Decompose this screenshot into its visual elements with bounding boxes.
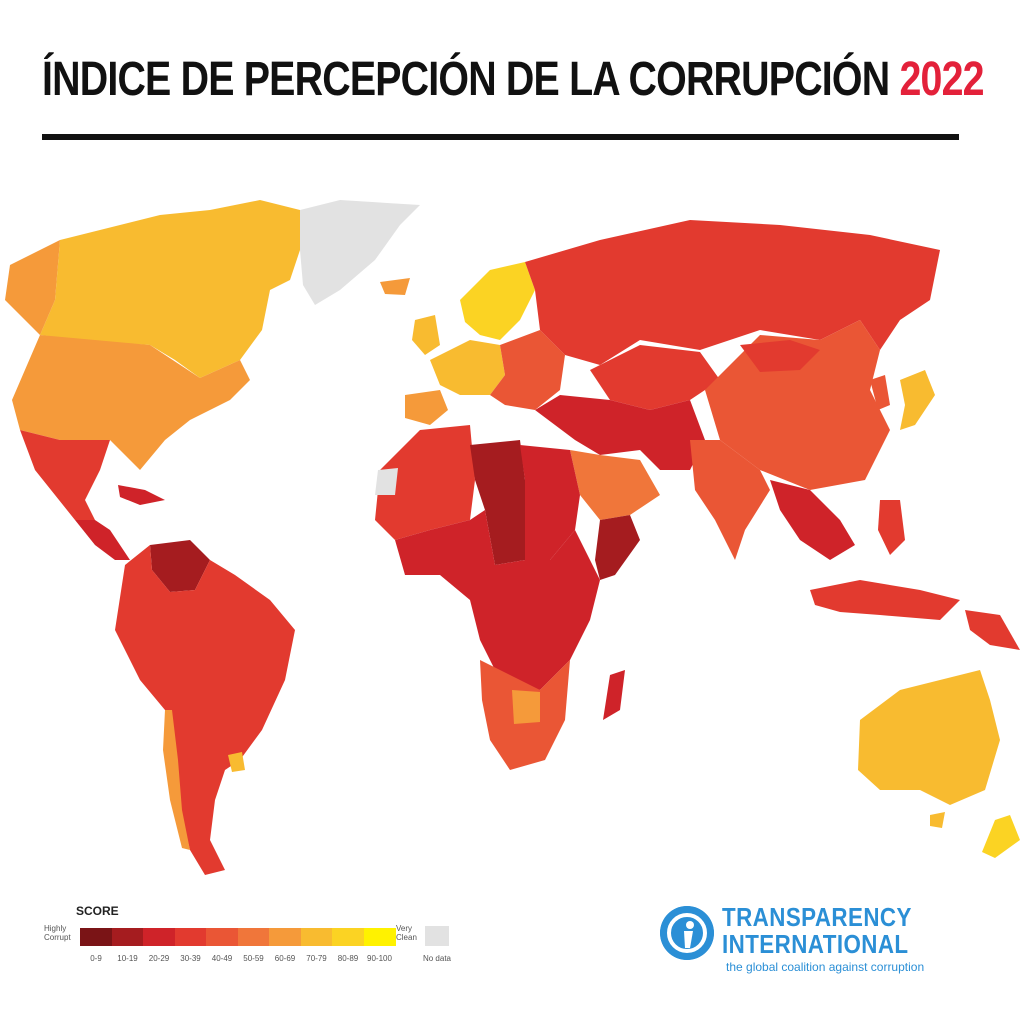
ti-person-icon bbox=[660, 906, 714, 960]
map-region-madagascar bbox=[603, 670, 625, 720]
map-region-scandinavia bbox=[460, 262, 535, 340]
legend-tick-20-29: 20-29 bbox=[148, 954, 170, 963]
transparency-international-logo: TRANSPARENCY INTERNATIONAL the global co… bbox=[660, 902, 970, 982]
map-region-indonesia bbox=[810, 580, 960, 620]
legend-swatch-40-49 bbox=[206, 928, 238, 946]
title-text: ÍNDICE DE PERCEPCIÓN DE LA CORRUPCIÓN bbox=[42, 53, 890, 106]
map-region-alaska bbox=[5, 240, 60, 335]
map-region-caribbean bbox=[118, 485, 165, 505]
map-region-new-zealand bbox=[982, 815, 1020, 858]
map-region-png bbox=[965, 610, 1020, 650]
map-region-western-europe bbox=[430, 340, 505, 395]
map-region-usa bbox=[12, 335, 250, 470]
map-region-tasmania bbox=[930, 812, 945, 828]
legend-swatch-70-79 bbox=[300, 928, 333, 946]
map-region-central-africa bbox=[395, 510, 600, 690]
score-legend: SCORE Highly Corrupt 0-9 10-19 20-29 30-39 4… bbox=[44, 904, 464, 974]
legend-tick-90-100: 90-100 bbox=[367, 954, 392, 963]
logo-tagline: the global coalition against corruption bbox=[726, 960, 925, 974]
map-region-canada bbox=[40, 200, 300, 378]
title-divider bbox=[42, 134, 959, 140]
legend-nodata-swatch bbox=[425, 926, 449, 946]
legend-swatch-20-29 bbox=[143, 928, 175, 946]
map-region-arabia bbox=[570, 450, 660, 520]
legend-swatch-50-59 bbox=[237, 928, 270, 946]
map-region-botswana bbox=[512, 690, 540, 724]
map-region-mexico bbox=[20, 430, 110, 520]
map-region-venezuela bbox=[150, 540, 210, 592]
map-region-china bbox=[705, 320, 890, 490]
map-region-eastern-europe bbox=[490, 330, 565, 410]
map-region-middle-east bbox=[535, 395, 705, 470]
logo-line-2: INTERNATIONAL bbox=[722, 929, 909, 959]
map-region-central-america bbox=[75, 520, 130, 560]
map-region-mongolia bbox=[740, 340, 820, 372]
legend-high-label-text: Very Clean bbox=[396, 924, 417, 942]
map-region-chile bbox=[163, 710, 190, 850]
legend-low-label-text: Highly Corrupt bbox=[44, 924, 71, 942]
legend-swatch-90-100 bbox=[363, 928, 396, 946]
map-region-uk bbox=[412, 315, 440, 355]
map-region-korea bbox=[870, 375, 890, 410]
legend-nodata-label: No data bbox=[422, 954, 452, 963]
map-region-central-asia bbox=[590, 345, 720, 410]
title-year: 2022 bbox=[899, 53, 984, 106]
legend-tick-60-69: 60-69 bbox=[274, 954, 296, 963]
legend-swatch-80-89 bbox=[332, 928, 364, 946]
legend-tick-30-39: 30-39 bbox=[180, 954, 201, 963]
logo-line-1: TRANSPARENCY bbox=[722, 902, 912, 932]
map-region-philippines bbox=[878, 500, 905, 555]
map-region-western-sahara bbox=[375, 468, 398, 495]
legend-swatch-60-69 bbox=[269, 928, 301, 946]
map-region-horn bbox=[595, 515, 640, 580]
legend-tick-80-89: 80-89 bbox=[337, 954, 359, 963]
map-region-japan bbox=[900, 370, 935, 430]
legend-tick-70-79: 70-79 bbox=[306, 954, 327, 963]
legend-tick-10-19: 10-19 bbox=[117, 954, 138, 963]
legend-tick-40-49: 40-49 bbox=[211, 954, 233, 963]
legend-swatch-30-39 bbox=[174, 928, 207, 946]
legend-low-label: Highly Corrupt bbox=[44, 924, 71, 942]
map-region-iberia bbox=[405, 390, 448, 425]
map-region-russia bbox=[525, 220, 940, 365]
map-region-india bbox=[690, 440, 770, 560]
legend-swatch-0-9 bbox=[80, 928, 112, 946]
legend-heading: SCORE bbox=[76, 904, 119, 918]
legend-tick-50-59: 50-59 bbox=[243, 954, 264, 963]
legend-high-label: Very Clean bbox=[396, 924, 417, 942]
map-region-north-africa bbox=[375, 425, 475, 540]
map-region-south-america bbox=[115, 545, 295, 875]
map-region-egypt-sudan bbox=[520, 445, 580, 560]
map-region-southeast-asia bbox=[770, 480, 855, 560]
map-region-libya bbox=[470, 440, 525, 565]
map-region-iceland bbox=[380, 278, 410, 295]
legend-tick-0-9: 0-9 bbox=[90, 954, 102, 963]
map-region-greenland bbox=[300, 200, 420, 305]
map-region-uruguay bbox=[228, 752, 245, 772]
map-region-australia bbox=[858, 670, 1000, 805]
world-map bbox=[5, 200, 1020, 875]
legend-swatch-10-19 bbox=[111, 928, 144, 946]
page-title: ÍNDICE DE PERCEPCIÓN DE LA CORRUPCIÓN 20… bbox=[42, 52, 985, 107]
